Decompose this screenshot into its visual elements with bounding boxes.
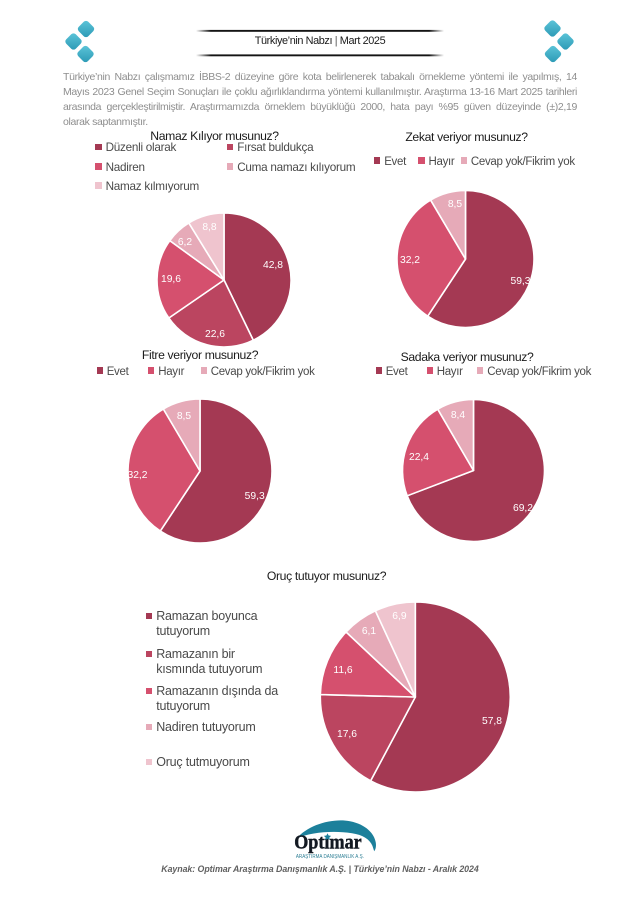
svg-text:59,3: 59,3 xyxy=(245,491,265,502)
svg-text:19,6: 19,6 xyxy=(161,274,181,285)
svg-text:42,8: 42,8 xyxy=(263,260,283,271)
svg-text:8,4: 8,4 xyxy=(451,410,466,421)
svg-text:22,6: 22,6 xyxy=(205,329,225,340)
svg-text:8,5: 8,5 xyxy=(448,199,463,210)
svg-text:22,4: 22,4 xyxy=(409,452,429,463)
svg-text:ARAŞTIRMA DANIŞMANLIK A.Ş.: ARAŞTIRMA DANIŞMANLIK A.Ş. xyxy=(296,854,364,860)
svg-text:8,8: 8,8 xyxy=(202,222,217,233)
svg-text:6,1: 6,1 xyxy=(362,626,377,637)
svg-text:32,2: 32,2 xyxy=(127,470,147,481)
svg-text:11,6: 11,6 xyxy=(333,665,353,676)
svg-text:8,5: 8,5 xyxy=(177,411,192,422)
svg-text:57,8: 57,8 xyxy=(482,716,502,727)
svg-text:6,9: 6,9 xyxy=(392,611,407,622)
svg-text:69,2: 69,2 xyxy=(513,503,533,514)
svg-text:32,2: 32,2 xyxy=(400,255,420,266)
svg-text:59,3: 59,3 xyxy=(510,276,530,287)
svg-text:Optımar: Optımar xyxy=(294,832,362,854)
svg-text:17,6: 17,6 xyxy=(337,729,357,740)
svg-text:6,2: 6,2 xyxy=(178,237,193,248)
